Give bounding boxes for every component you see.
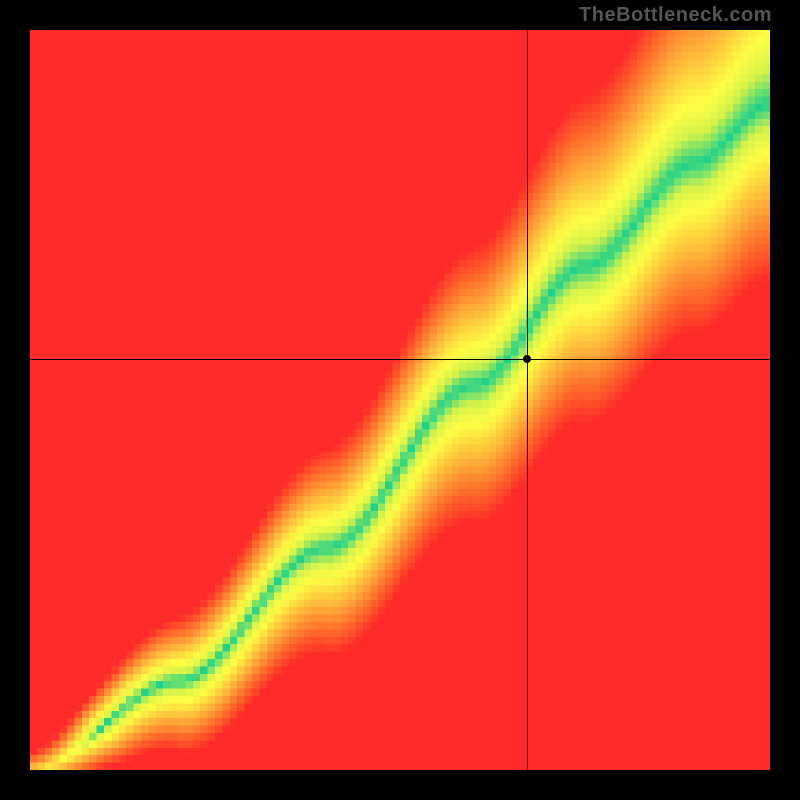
watermark-text: TheBottleneck.com — [579, 4, 772, 27]
heatmap-plot — [30, 30, 770, 770]
crosshair-marker — [523, 355, 531, 363]
crosshair-vertical — [527, 30, 528, 770]
crosshair-horizontal — [30, 359, 770, 360]
heatmap-canvas — [30, 30, 770, 770]
